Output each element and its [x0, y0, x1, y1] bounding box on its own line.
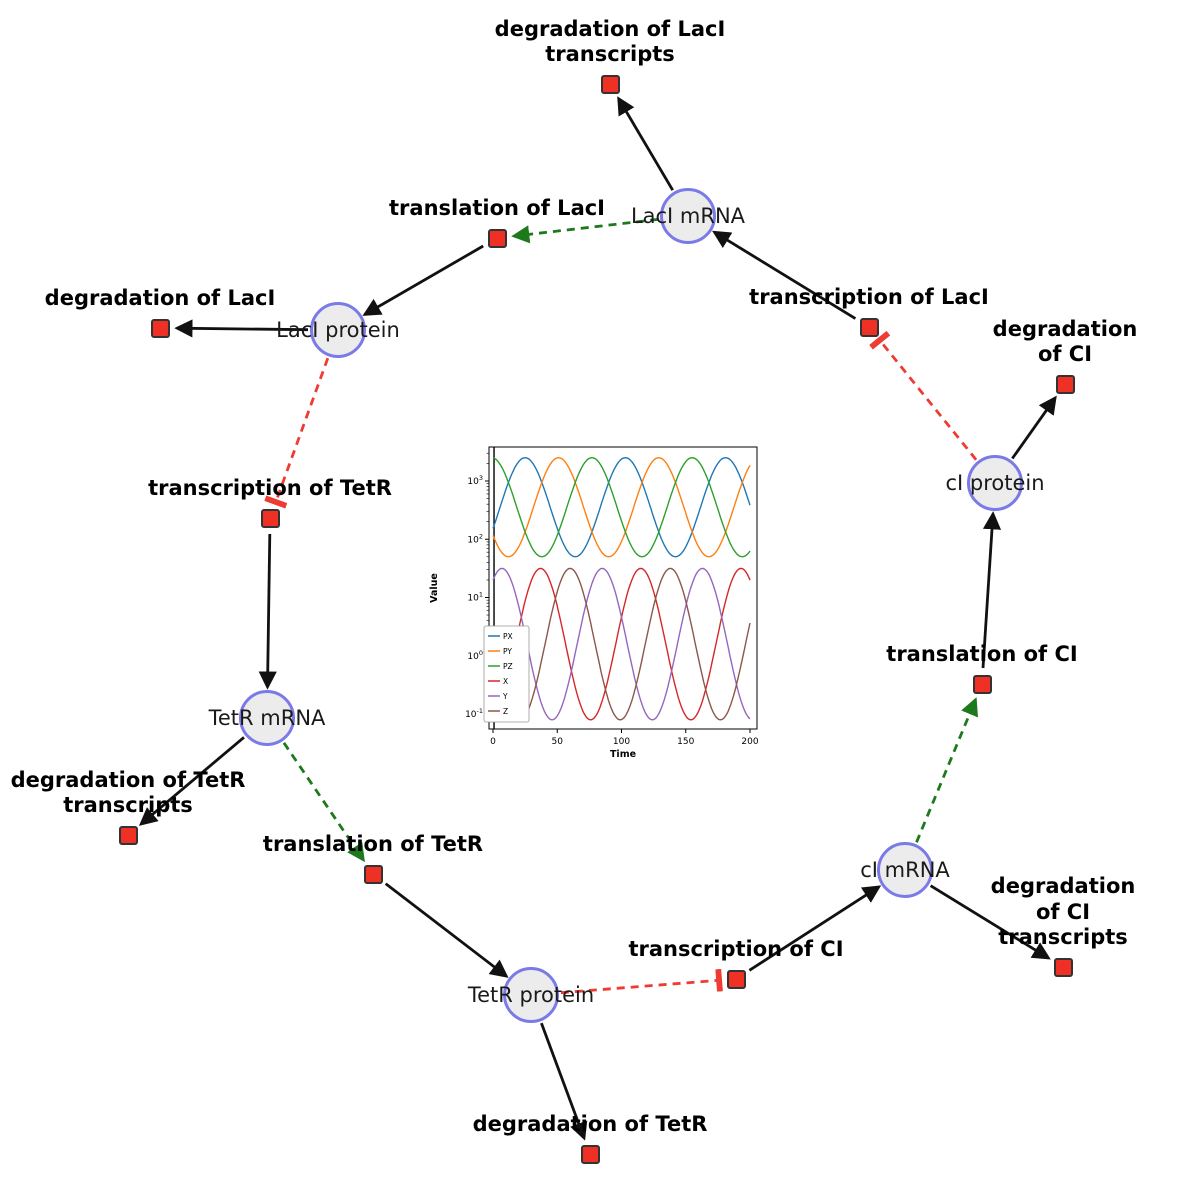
legend-label-PY: PY: [503, 647, 512, 656]
reaction-node-deg_cI[interactable]: [1055, 374, 1075, 394]
reaction-label-transcr_cI: transcription of CI: [628, 937, 844, 962]
x-tick-label: 200: [741, 737, 758, 747]
reaction-node-deg_tetR_tx[interactable]: [118, 825, 138, 845]
reaction-label-transl_cI: translation of CI: [886, 642, 1078, 667]
x-tick-label: 0: [490, 737, 496, 747]
species-label-cI_mRNA: cI mRNA: [860, 858, 950, 882]
species-label-cI_protein: cI protein: [945, 471, 1045, 495]
reaction-label-deg_lacI: degradation of LacI: [44, 286, 276, 311]
species-label-tetR_mRNA: TetR mRNA: [208, 706, 326, 730]
edge-production-transcr_cI-to-cI_mRNA: [748, 885, 882, 972]
species-node-lacI_protein[interactable]: LacI protein: [276, 302, 400, 358]
y-tick-label: 103: [467, 474, 483, 487]
chart-series-Z: [492, 567, 751, 721]
edge-inhibition-cI_protein-to-transcr_lacI: [869, 330, 978, 461]
y-axis-label: Value: [429, 573, 440, 603]
edge-consumption-tetR_protein-to-deg_tetR: [540, 1022, 588, 1141]
reaction-label-transl_lacI: translation of LacI: [389, 196, 605, 221]
edge-production-transcr_tetR-to-tetR_mRNA: [258, 533, 277, 690]
chart-series-PY: [492, 456, 751, 558]
reaction-node-deg_cI_tx[interactable]: [1053, 957, 1073, 977]
chart-frame: [488, 446, 758, 730]
reaction-label-deg_cI_tx: degradation of CI transcripts: [990, 874, 1136, 950]
edge-modifier-cI_mRNA-to-transl_cI: [915, 697, 978, 843]
reaction-node-deg_tetR[interactable]: [580, 1144, 600, 1164]
species-node-tetR_mRNA[interactable]: TetR mRNA: [209, 690, 325, 746]
species-node-tetR_protein[interactable]: TetR protein: [468, 967, 594, 1023]
species-label-tetR_protein: TetR protein: [467, 983, 595, 1007]
species-label-lacI_protein: LacI protein: [276, 318, 400, 342]
reaction-node-deg_lacI_tx[interactable]: [600, 74, 620, 94]
edge-production-transl_tetR-to-tetR_protein: [384, 882, 509, 978]
reaction-label-deg_cI: degradation of CI: [992, 316, 1138, 367]
y-tick-label: 102: [467, 532, 483, 545]
reaction-node-transcr_tetR[interactable]: [260, 508, 280, 528]
reaction-node-transcr_cI[interactable]: [726, 969, 746, 989]
reaction-node-transcr_lacI[interactable]: [859, 317, 879, 337]
reaction-label-deg_tetR: degradation of TetR: [472, 1112, 708, 1137]
reaction-label-deg_lacI_tx: degradation of LacI transcripts: [494, 16, 726, 67]
species-node-cI_protein[interactable]: cI protein: [945, 455, 1045, 511]
chart-legend: PX PY PZ XYZ: [483, 625, 530, 723]
y-tick-label: 100: [467, 649, 483, 662]
edge-modifier-tetR_mRNA-to-transl_tetR: [282, 742, 365, 863]
x-axis-label: Time: [610, 749, 636, 760]
legend-label-X: X: [503, 677, 508, 686]
edge-modifier-lacI_mRNA-to-transl_lacI: [511, 218, 659, 244]
species-node-lacI_mRNA[interactable]: LacI mRNA: [631, 188, 745, 244]
legend-box: [483, 625, 530, 723]
edge-consumption-tetR_mRNA-to-deg_tetR_tx: [138, 736, 245, 826]
reaction-label-transcr_tetR: transcription of TetR: [148, 476, 392, 501]
legend-label-PZ: PZ: [503, 662, 513, 671]
chart-series-Y: [492, 567, 751, 721]
reaction-node-transl_cI[interactable]: [972, 674, 992, 694]
chart-series-PX: [492, 456, 751, 558]
reaction-node-transl_tetR[interactable]: [363, 864, 383, 884]
edge-consumption-cI_mRNA-to-deg_cI_tx: [929, 884, 1051, 960]
reaction-label-deg_tetR_tx: degradation of TetR transcripts: [10, 767, 246, 818]
reaction-node-transl_lacI[interactable]: [487, 228, 507, 248]
edge-production-transcr_lacI-to-lacI_mRNA: [712, 230, 857, 320]
y-tick-label: 101: [467, 591, 483, 604]
edge-production-transl_lacI-to-lacI_protein: [362, 244, 484, 316]
reaction-node-deg_lacI[interactable]: [150, 318, 170, 338]
reaction-label-transl_tetR: translation of TetR: [262, 832, 484, 857]
reaction-label-transcr_lacI: transcription of LacI: [749, 285, 989, 310]
edge-inhibition-lacI_protein-to-transcr_tetR: [264, 357, 330, 509]
species-label-lacI_mRNA: LacI mRNA: [630, 204, 746, 228]
species-node-cI_mRNA[interactable]: cI mRNA: [860, 842, 950, 898]
timecourse-inset-chart: 10-1 100 101 102 103 0 50 100 150 200 Value Time PX P…: [425, 440, 770, 760]
chart-series-X: [492, 567, 751, 721]
y-tick-label: 10-1: [465, 707, 483, 720]
legend-label-Y: Y: [502, 692, 508, 701]
legend-label-Z: Z: [503, 707, 508, 716]
x-tick-label: 50: [552, 737, 564, 747]
edge-consumption-lacI_mRNA-to-deg_lacI_tx: [617, 96, 674, 191]
edge-inhibition-tetR_protein-to-transcr_cI: [560, 968, 723, 995]
chart-series-PZ: [492, 456, 751, 558]
x-tick-label: 100: [613, 737, 630, 747]
edge-production-transl_cI-to-cI_protein: [981, 511, 1002, 669]
edge-consumption-cI_protein-to-deg_cI: [1011, 395, 1057, 460]
edge-consumption-lacI_protein-to-deg_lacI: [174, 319, 309, 338]
x-tick-label: 150: [677, 737, 694, 747]
legend-label-PX: PX: [503, 632, 513, 641]
